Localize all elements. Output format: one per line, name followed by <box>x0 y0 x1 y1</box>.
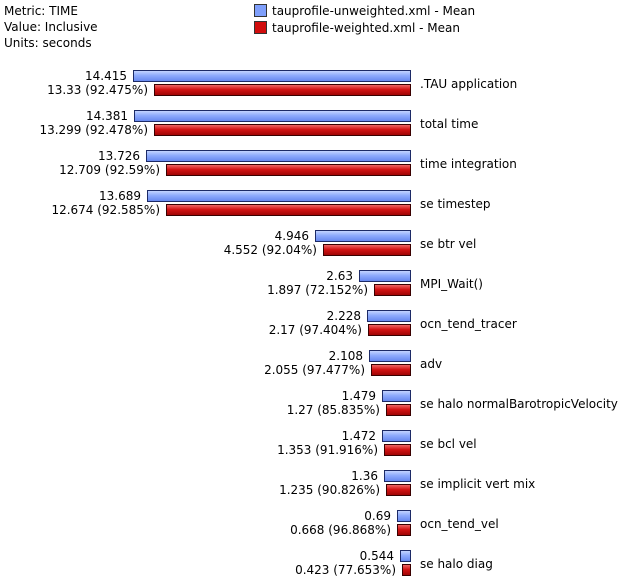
legend-label-unweighted: tauprofile-unweighted.xml - Mean <box>272 3 476 18</box>
bar-weighted <box>154 124 411 136</box>
bar-weighted <box>368 324 411 336</box>
value-label-unweighted: 2.63 <box>326 269 353 283</box>
value-label: Value: Inclusive <box>4 20 98 34</box>
value-label-unweighted: 2.108 <box>329 349 363 363</box>
value-label-weighted: 2.055 (97.477%) <box>264 363 365 377</box>
value-label-weighted: 13.33 (92.475%) <box>47 83 148 97</box>
category-label: total time <box>420 117 478 131</box>
value-label-unweighted: 1.36 <box>351 469 378 483</box>
bar-unweighted <box>146 150 411 162</box>
bar-unweighted <box>367 310 411 322</box>
bar-weighted <box>386 404 411 416</box>
value-label-unweighted: 13.689 <box>99 189 141 203</box>
value-label-unweighted: 0.544 <box>360 549 394 563</box>
bar-weighted <box>397 524 411 536</box>
bar-weighted <box>166 164 411 176</box>
legend-item-weighted: tauprofile-weighted.xml - Mean <box>254 19 475 36</box>
bar-unweighted <box>359 270 411 282</box>
category-label: se btr vel <box>420 237 476 251</box>
category-label: se implicit vert mix <box>420 477 535 491</box>
category-label: se halo normalBarotropicVelocity <box>420 397 618 411</box>
bar-unweighted <box>315 230 411 242</box>
bar-weighted <box>166 204 411 216</box>
value-label-unweighted: 14.415 <box>85 69 127 83</box>
category-label: MPI_Wait() <box>420 277 483 291</box>
value-label-unweighted: 1.479 <box>342 389 376 403</box>
value-label-weighted: 12.674 (92.585%) <box>51 203 160 217</box>
bar-weighted <box>384 444 411 456</box>
value-label-weighted: 0.423 (77.653%) <box>295 563 396 577</box>
legend-item-unweighted: tauprofile-unweighted.xml - Mean <box>254 2 475 19</box>
value-label-weighted: 2.17 (97.404%) <box>269 323 362 337</box>
bar-unweighted <box>384 470 411 482</box>
category-label: se halo diag <box>420 557 493 571</box>
legend-label-weighted: tauprofile-weighted.xml - Mean <box>272 20 460 35</box>
category-label: se timestep <box>420 197 491 211</box>
bar-unweighted <box>134 110 411 122</box>
value-label-weighted: 13.299 (92.478%) <box>39 123 148 137</box>
bar-unweighted <box>369 350 411 362</box>
bar-unweighted <box>382 430 411 442</box>
value-label-weighted: 0.668 (96.868%) <box>290 523 391 537</box>
category-label: se bcl vel <box>420 437 477 451</box>
value-label-weighted: 1.235 (90.826%) <box>279 483 380 497</box>
bar-unweighted <box>400 550 411 562</box>
value-label-unweighted: 1.472 <box>342 429 376 443</box>
bar-weighted <box>154 84 411 96</box>
category-label: ocn_tend_tracer <box>420 317 517 331</box>
units-label: Units: seconds <box>4 36 92 50</box>
category-label: adv <box>420 357 442 371</box>
value-label-weighted: 1.27 (85.835%) <box>287 403 380 417</box>
bar-weighted <box>323 244 411 256</box>
bar-weighted <box>402 564 411 576</box>
category-label: time integration <box>420 157 517 171</box>
metric-label: Metric: TIME <box>4 4 78 18</box>
value-label-unweighted: 13.726 <box>98 149 140 163</box>
bar-unweighted <box>133 70 411 82</box>
legend-swatch-weighted <box>254 21 267 34</box>
category-label: ocn_tend_vel <box>420 517 499 531</box>
legend: tauprofile-unweighted.xml - Mean tauprof… <box>254 2 475 36</box>
legend-swatch-unweighted <box>254 4 267 17</box>
bar-weighted <box>374 284 411 296</box>
metric-info: Metric: TIME Value: Inclusive Units: sec… <box>4 3 98 51</box>
value-label-weighted: 1.897 (72.152%) <box>267 283 368 297</box>
value-label-unweighted: 4.946 <box>275 229 309 243</box>
value-label-unweighted: 14.381 <box>86 109 128 123</box>
bar-unweighted <box>147 190 411 202</box>
value-label-weighted: 4.552 (92.04%) <box>224 243 317 257</box>
bar-unweighted <box>397 510 411 522</box>
value-label-unweighted: 0.69 <box>364 509 391 523</box>
value-label-weighted: 1.353 (91.916%) <box>277 443 378 457</box>
value-label-unweighted: 2.228 <box>327 309 361 323</box>
bar-weighted <box>386 484 411 496</box>
bar-unweighted <box>382 390 411 402</box>
value-label-weighted: 12.709 (92.59%) <box>59 163 160 177</box>
category-label: .TAU application <box>420 77 517 91</box>
bar-weighted <box>371 364 411 376</box>
